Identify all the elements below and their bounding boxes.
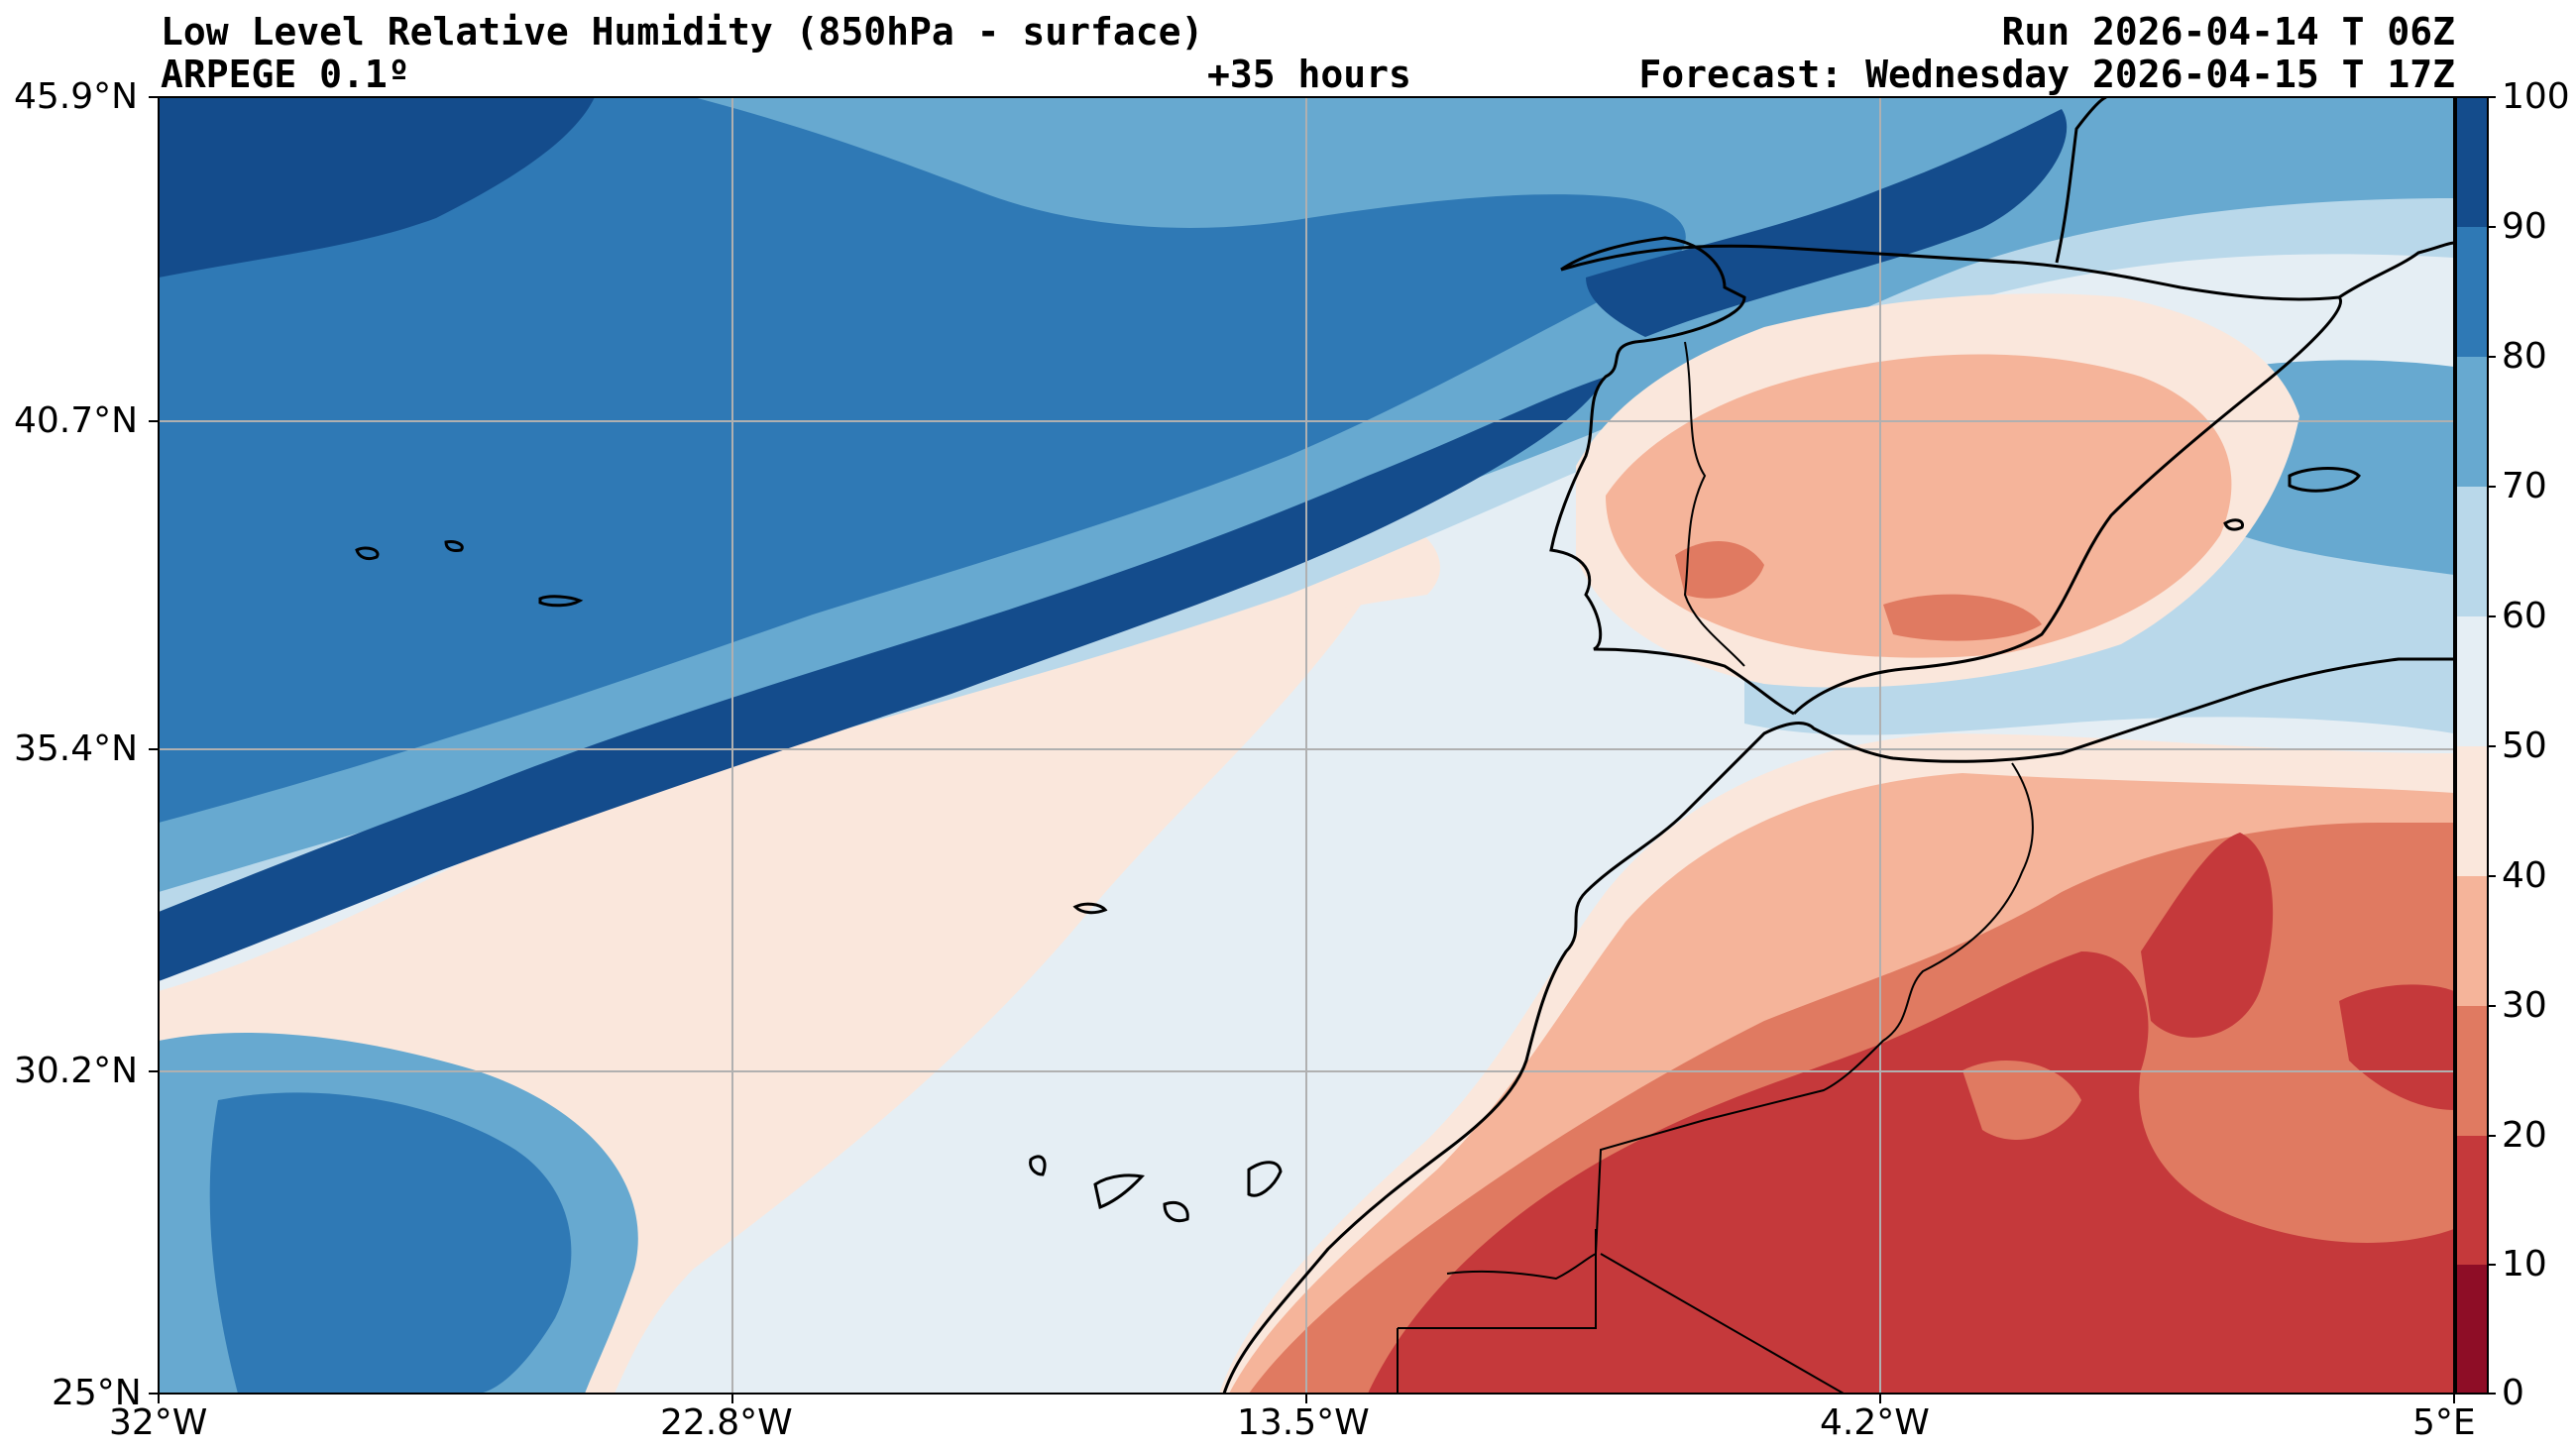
colorbar-band-90-100 (2456, 97, 2488, 227)
borders (1397, 341, 2034, 1394)
colorbar-label: 30 (2502, 985, 2547, 1026)
border-spain-portugal (1683, 341, 1745, 667)
humidity-africa-10-20-c (2339, 984, 2454, 1110)
humidity-iberia-20-30 (1675, 541, 1764, 599)
coast-azores-2 (444, 540, 464, 552)
colorbar (2455, 96, 2496, 1395)
humidity-band-90-100-nw (159, 97, 595, 278)
forecast-label: Forecast: Wednesday 2026-04-15 T 17Z (1638, 53, 2455, 96)
coast-azores-1 (355, 546, 380, 561)
coast-iberia-atlantic (1549, 236, 1795, 716)
lon-tick-label: 13.5°W (1237, 1402, 1370, 1443)
lon-tick-marks (158, 1394, 2455, 1403)
border-western-sahara-n (1446, 1253, 1597, 1281)
border-mauritania-north (1398, 1229, 1597, 1329)
border-mali-algeria (1600, 1253, 1845, 1394)
humidity-band-80-90 (159, 97, 1686, 823)
humidity-iberia-20-30-b (1883, 594, 2042, 641)
coast-canary-4 (1247, 1161, 1283, 1197)
coast-azores-3 (538, 595, 584, 608)
lat-tick-label: 35.4°N (14, 728, 139, 769)
model-label: ARPEGE 0.1º (161, 53, 410, 96)
colorbar-band-30-40 (2456, 876, 2488, 1006)
colorbar-band-10-20 (2456, 1136, 2488, 1265)
coast-balearic-2 (2223, 518, 2245, 531)
lat-tick-label: 30.2°N (14, 1051, 139, 1091)
border-morocco-algeria (1704, 762, 2034, 1121)
lat-tick-marks (149, 96, 159, 1395)
colorbar-label: 40 (2502, 855, 2547, 896)
lon-tick-label: 22.8°W (660, 1402, 793, 1443)
lat-tick-label: 45.9°N (14, 76, 139, 117)
coast-madeira (1072, 902, 1108, 915)
colorbar-band-20-30 (2456, 1006, 2488, 1136)
coast-france-west (2055, 97, 2107, 264)
humidity-sw-80-90 (209, 1092, 572, 1394)
border-western-sahara-e (1595, 1119, 1706, 1255)
colorbar-band-70-80 (2456, 357, 2488, 487)
humidity-africa-10-20 (1368, 951, 2454, 1394)
colorbar-label: 100 (2502, 76, 2570, 117)
coast-balearic-1 (2288, 467, 2361, 493)
lon-tick-label: 4.2°W (1820, 1402, 1930, 1443)
colorbar-band-50-60 (2456, 616, 2488, 746)
humidity-africa-10-20-b (2141, 833, 2274, 1038)
colorbar-label: 50 (2502, 726, 2547, 766)
humidity-band-90-100 (159, 377, 1606, 981)
lat-tick-label: 40.7°N (14, 400, 139, 441)
coast-france-med (2338, 241, 2454, 299)
map-title: Low Level Relative Humidity (850hPa - su… (161, 10, 1204, 54)
colorbar-band-60-70 (2456, 487, 2488, 616)
coast-canary-3 (1163, 1201, 1189, 1223)
lead-time-label: +35 hours (1207, 53, 1411, 96)
coast-canary-1 (1029, 1155, 1047, 1176)
colorbar-label: 10 (2502, 1244, 2547, 1284)
lon-tick-label: 32°W (109, 1402, 208, 1443)
coast-iberia-med (1792, 295, 2342, 716)
humidity-iberia-30-40 (1606, 354, 2232, 658)
colorbar-band-80-90 (2456, 227, 2488, 357)
coastlines (355, 97, 2454, 1394)
coast-iberia-north (1560, 244, 2340, 301)
colorbar-label: 90 (2502, 206, 2547, 247)
map-gridlines (159, 97, 2454, 1394)
colorbar-band-0-10 (2456, 1265, 2488, 1394)
colorbar-label: 0 (2502, 1373, 2524, 1413)
colorbar-label: 20 (2502, 1115, 2547, 1156)
coast-north-africa (1222, 657, 2454, 1394)
colorbar-label: 60 (2502, 596, 2547, 636)
colorbar-label: 80 (2502, 336, 2547, 377)
lat-tick-label: 25°N (52, 1373, 142, 1413)
humidity-africa-20-30-inset (1962, 1061, 2081, 1140)
colorbar-tick-marks (2488, 96, 2496, 1395)
lon-tick-label: 5°E (2412, 1402, 2476, 1443)
humidity-band-90-100-ne (1586, 109, 2068, 337)
colorbar-band-40-50 (2456, 746, 2488, 876)
colorbar-label: 70 (2502, 466, 2547, 506)
coast-canary-2 (1093, 1173, 1145, 1210)
run-label: Run 2026-04-14 T 06Z (2001, 10, 2455, 54)
